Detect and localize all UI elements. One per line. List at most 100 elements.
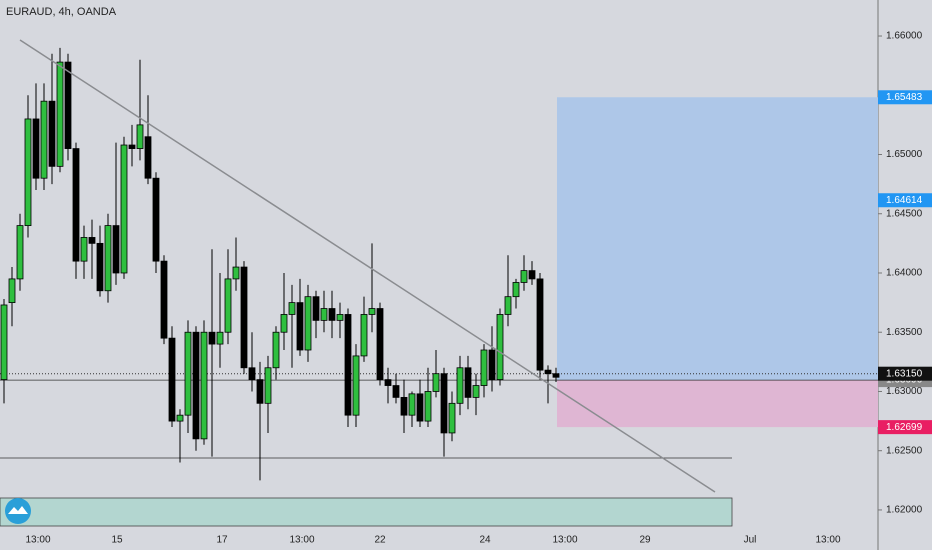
candle-body [256, 379, 264, 404]
candle-body [88, 237, 96, 244]
candle-body [352, 355, 360, 416]
candle-body [536, 278, 544, 371]
candle-body [424, 391, 432, 422]
price-badge-label: 1.62699 [886, 422, 923, 433]
candle-body [544, 369, 552, 375]
candle-body [432, 373, 440, 392]
x-tick-label: 22 [374, 535, 386, 546]
candle-body [384, 379, 392, 386]
candle-body [104, 225, 112, 292]
price-badge-label: 1.64614 [886, 195, 923, 206]
candle-body [64, 61, 72, 149]
candle-body [232, 266, 240, 280]
candle-body [160, 260, 168, 339]
y-tick-label: 1.63500 [886, 327, 923, 338]
candle-body [520, 270, 528, 283]
candle-body [464, 367, 472, 398]
candle-body [216, 331, 224, 345]
x-tick-label: 13:00 [289, 535, 314, 546]
candle-body [48, 100, 56, 167]
candle-body [360, 314, 368, 357]
candle-body [552, 373, 560, 378]
candle-body [376, 308, 384, 381]
candle-body [288, 302, 296, 315]
candle-body [512, 282, 520, 298]
candle-body [488, 349, 496, 381]
candle-body [80, 237, 88, 262]
candle-body [312, 296, 320, 321]
candle-body [96, 242, 104, 292]
candle-body [296, 302, 304, 351]
y-tick-label: 1.66000 [886, 31, 923, 42]
x-tick-label: 13:00 [25, 535, 50, 546]
candle-body [208, 331, 216, 345]
candle-body [320, 308, 328, 321]
price-badge [878, 90, 932, 105]
candle-body [184, 331, 192, 416]
price-badge [878, 420, 932, 435]
candle-body [528, 270, 536, 280]
candle-body [272, 331, 280, 369]
candle-body [344, 314, 352, 416]
candle-body [200, 331, 208, 440]
candle-body [456, 367, 464, 404]
candle-body [136, 124, 144, 149]
candle-body [0, 304, 8, 381]
candle-body [192, 331, 200, 440]
profit-zone [557, 97, 878, 381]
logo-icon [8, 506, 28, 514]
candle-body [24, 118, 32, 226]
candle-body [400, 396, 408, 416]
y-tick-label: 1.64000 [886, 268, 923, 279]
candle-body [72, 148, 80, 262]
candle-body [448, 402, 456, 434]
candle-body [144, 136, 152, 179]
candle-body [32, 118, 40, 179]
candle-body [280, 314, 288, 333]
candle-body [408, 393, 416, 416]
y-tick-label: 1.62500 [886, 445, 923, 456]
candle-body [152, 177, 160, 262]
candle-body [40, 100, 48, 179]
candle-body [304, 296, 312, 351]
candle-body [416, 393, 424, 422]
candle-body [480, 349, 488, 386]
price-badge [878, 193, 932, 208]
x-tick-label: 13:00 [552, 535, 577, 546]
trend-line [19, 39, 716, 493]
candle-body [56, 61, 64, 167]
candle-body [264, 367, 272, 404]
candle-body [224, 278, 232, 333]
price-badge [878, 366, 932, 381]
x-tick-label: 15 [111, 535, 123, 546]
candle-body [176, 414, 184, 422]
candle-body [504, 296, 512, 315]
loss-zone [557, 380, 878, 428]
candle-body [496, 314, 504, 381]
x-tick-label: 17 [216, 535, 228, 546]
candle-body [8, 278, 16, 304]
x-tick-label: 24 [479, 535, 491, 546]
candle-body [128, 144, 136, 149]
candle-body [168, 337, 176, 422]
y-tick-label: 1.63000 [886, 386, 923, 397]
x-tick-label: Jul [744, 535, 757, 546]
candle-body [240, 266, 248, 369]
candle-body [336, 314, 344, 321]
y-tick-label: 1.65000 [886, 149, 923, 160]
candle-body [368, 308, 376, 315]
candle-body [16, 225, 24, 280]
candle-body [328, 308, 336, 321]
candle-body [440, 373, 448, 434]
chart-title: EURAUD, 4h, OANDA [6, 6, 117, 18]
candle-body [472, 385, 480, 398]
zone [0, 497, 733, 527]
candle-body [248, 367, 256, 381]
price-badge-label: 1.63150 [886, 368, 923, 379]
price-badge-label: 1.65483 [886, 92, 923, 103]
candle-body [392, 385, 400, 398]
y-tick-label: 1.64500 [886, 208, 923, 219]
x-tick-label: 29 [639, 535, 651, 546]
candle-body [112, 225, 120, 274]
